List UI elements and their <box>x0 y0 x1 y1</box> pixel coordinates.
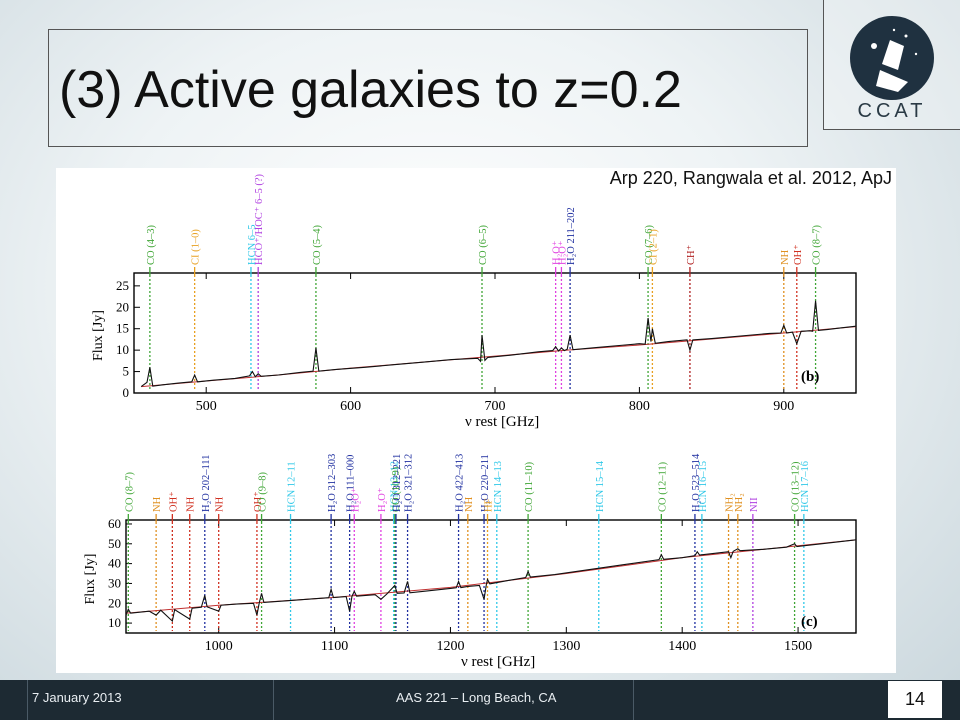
panel2-line-label: OH⁺ <box>168 491 179 512</box>
panel1-y-tick-label: 20 <box>116 299 129 314</box>
panel2-x-tick-label: 1500 <box>784 639 812 654</box>
panel2-y-tick-label: 50 <box>108 536 121 551</box>
panel1-line-label: CO (5–4) <box>312 225 323 265</box>
panel2-line-label: H₂O 220–211 <box>480 454 491 512</box>
panel2-y-tick-label: 30 <box>108 575 121 590</box>
panel2-line-label: NH <box>215 496 226 512</box>
panel1-continuum-model <box>141 326 857 388</box>
panel1-y-tick-label: 5 <box>123 364 130 379</box>
panel1-y-tick-label: 0 <box>123 385 130 400</box>
panel1-line-label: HCO⁺/HOC⁺ 6–5 (?) <box>254 174 265 265</box>
panel1-line-label: H₂O⁺ <box>552 240 563 265</box>
title-box: (3) Active galaxies to z=0.2 <box>48 29 808 147</box>
logo-text: CCAT <box>857 100 927 122</box>
panel2-line-label: HCN 12–11 <box>287 461 298 512</box>
footer-bar: 7 January 2013 AAS 221 – Long Beach, CA <box>0 680 960 720</box>
panel1-y-tick-label: 10 <box>116 342 129 357</box>
spectra-figure: 500 600 700 800 900 0 5 10 15 20 25 ν rest [GHz] Flu… <box>83 174 857 670</box>
panel1-line-label: H₂O 211–202 <box>566 207 577 265</box>
panel1-y-tick-label: 15 <box>116 321 129 336</box>
panel2-y-tick-label: 20 <box>108 595 121 610</box>
panel2-line-label: CO (11–10) <box>524 461 535 512</box>
slide-title: (3) Active galaxies to z=0.2 <box>59 61 682 119</box>
panel2-panel-label: (c) <box>801 614 818 630</box>
footer-event-cell: AAS 221 – Long Beach, CA <box>273 680 633 720</box>
spectrum-chart-area: 500 600 700 800 900 0 5 10 15 20 25 ν rest [GHz] Flu… <box>56 168 896 673</box>
panel2-x-axis-label: ν rest [GHz] <box>461 654 535 670</box>
panel1-x-tick-label: 600 <box>340 399 361 414</box>
panel2-x-tick-label: 1000 <box>205 639 233 654</box>
panel1-y-tick-label: 25 <box>116 278 129 293</box>
panel1-x-tick-label: 700 <box>485 399 506 414</box>
panel2-line-label: H₂O⁺ <box>377 487 388 512</box>
footer-date-cell: 7 January 2013 <box>27 680 273 720</box>
panel2-line-label: NH₂ <box>734 493 745 512</box>
panel2-line-label: NH <box>152 496 163 512</box>
panel2-line-label: HCN 17–16 <box>800 461 811 512</box>
panel2-line-label: NH <box>464 496 475 512</box>
panel2-line-label: HCN 16–15 <box>698 461 709 512</box>
panel2-line-label: CO (12–11) <box>657 461 668 512</box>
citation: Arp 220, Rangwala et al. 2012, ApJ <box>609 168 892 188</box>
panel1-line-label: NH <box>780 249 791 265</box>
panel2-line-label: HCN 13–12 <box>390 461 401 512</box>
panel1-line-label: OH⁺ <box>793 244 804 265</box>
panel2-line-label: NH₂ <box>725 493 736 512</box>
panel2-line-label: OH⁺ <box>253 491 264 512</box>
panel2-line-label: H₂O 111–000 <box>346 455 357 512</box>
panel2-y-tick-label: 40 <box>108 556 121 571</box>
panel1-line-label: CO (8–7) <box>812 225 823 265</box>
panel1-axes-frame <box>133 272 857 394</box>
panel1-line-label: CH⁺ <box>686 244 697 265</box>
panel2-x-tick-label: 1100 <box>321 639 348 654</box>
panel2-line-label: H₂O 321–312 <box>404 454 415 512</box>
panel2-line-label: CO (8–7) <box>124 472 135 512</box>
panel2-axes-frame <box>125 519 857 634</box>
panel2-line-label: HF <box>484 498 495 512</box>
page-number: 14 <box>888 681 942 718</box>
panel1-x-tick-label: 500 <box>196 399 217 414</box>
panel2-line-label: H₂O 422–413 <box>455 454 466 512</box>
panel1-x-tick-label: 900 <box>773 399 794 414</box>
panel1-line-label: CI (1–0) <box>191 229 202 265</box>
panel2-line-label: CO (13–12) <box>791 461 802 512</box>
panel2-spectrum-series <box>125 539 857 623</box>
panel2-x-tick-label: 1400 <box>668 639 696 654</box>
panel2-line-label: H₂O 523–514 <box>691 453 702 512</box>
footer-date: 7 January 2013 <box>32 690 122 705</box>
telescope-star-icon <box>850 16 934 100</box>
panel1-y-axis-label: Flux [Jy] <box>91 310 106 361</box>
panel2-x-tick-label: 1200 <box>436 639 464 654</box>
panel2-line-label: HCN 14–13 <box>493 461 504 512</box>
panel1-x-axis-label: ν rest [GHz] <box>465 414 539 430</box>
ccat-logo: CCAT <box>823 0 960 130</box>
panel2-line-label: NII <box>749 497 760 512</box>
panel1-line-label: CO (4–3) <box>146 225 157 265</box>
panel2-line-label: HCN 15–14 <box>595 460 606 512</box>
panel1-spectrum-series <box>140 300 857 388</box>
panel2-y-tick-label: 10 <box>108 615 121 630</box>
panel2-y-axis-label: Flux [Jy] <box>83 554 98 605</box>
panel2-line-label: CO (9–8) <box>258 472 269 512</box>
panel2-y-tick-label: 60 <box>108 516 121 531</box>
panel2-line-label: NH <box>186 496 197 512</box>
panel1-line-label: H₂O⁺ <box>557 240 568 265</box>
panel2-x-tick-label: 1300 <box>552 639 580 654</box>
panel1-line-label: CI (2–1) <box>648 229 659 265</box>
footer-event: AAS 221 – Long Beach, CA <box>396 690 557 705</box>
panel2-line-label: H₂O 312–303 <box>327 454 338 512</box>
panel1-x-tick-label: 800 <box>629 399 650 414</box>
panel2-line-label: H₂O 202–111 <box>201 455 212 512</box>
panel2-line-label: CO (10–9) <box>391 466 402 512</box>
footer-blank-cell <box>633 680 873 720</box>
panel1-line-label: CO (7–6) <box>644 225 655 265</box>
panel1-line-label: CO (6–5) <box>478 225 489 265</box>
panel1-panel-label: (b) <box>801 369 819 385</box>
panel1-line-label: HCN 6–5 <box>247 224 258 265</box>
panel2-line-label: H₂O 312–221 <box>392 454 403 512</box>
panel2-line-label: H₂O⁺ <box>350 487 361 512</box>
